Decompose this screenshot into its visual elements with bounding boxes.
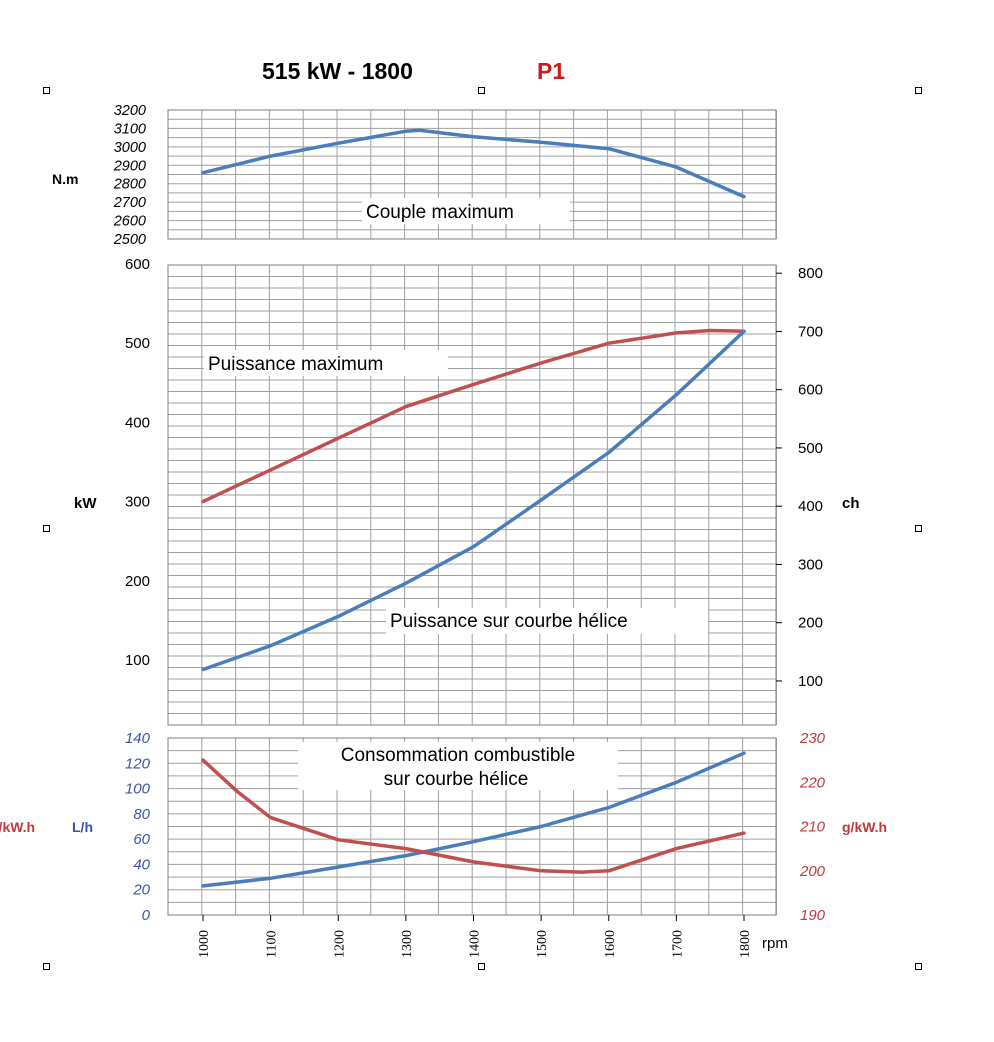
plot-frame [167, 737, 777, 916]
y-tick-label: 0 [142, 907, 151, 924]
y-right-tick-label: 100 [798, 673, 823, 690]
annotation-background [362, 198, 570, 224]
y-right-tick-label: 220 [799, 774, 826, 791]
y-tick-label: 300 [125, 494, 150, 511]
selection-handle[interactable] [43, 525, 50, 532]
y-tick-label: 400 [125, 414, 150, 431]
x-tick-label: 1100 [265, 931, 280, 958]
x-tick-label: 1200 [332, 930, 347, 958]
x-tick-label: 1500 [535, 930, 550, 958]
y-right-tick-label: 700 [798, 323, 823, 340]
annotation-text: sur courbe hélice [384, 769, 529, 790]
y-tick-label: 140 [125, 730, 151, 747]
specific-consumption-line [201, 758, 746, 874]
annotation-text: Puissance sur courbe hélice [390, 611, 628, 632]
y-tick-label: 60 [133, 831, 150, 848]
y-tick-label: 2700 [113, 195, 146, 211]
x-tick-label: 1400 [468, 930, 483, 958]
y-right-tick-label: 230 [799, 730, 826, 747]
annotation-text: Consommation combustible [341, 745, 575, 766]
selection-handle[interactable] [915, 963, 922, 970]
x-tick-label: 1800 [738, 930, 753, 958]
y-axis-label-clipped: g/kW.h [0, 819, 35, 835]
y-tick-label: 2500 [113, 232, 146, 248]
y-axis-label: kW [74, 495, 97, 512]
y-tick-label: 40 [133, 856, 150, 873]
y-tick-label: 500 [125, 335, 150, 352]
annotation-background [298, 742, 618, 790]
y-right-tick-label: 800 [798, 265, 823, 282]
y-right-tick-label: 500 [798, 440, 823, 457]
y-right-tick-label: 600 [798, 382, 823, 399]
y-right-tick-label: 210 [799, 819, 826, 836]
y-tick-label: 100 [125, 781, 151, 798]
annotation-background [386, 608, 708, 634]
selection-handle[interactable] [478, 963, 485, 970]
selection-handle[interactable] [43, 87, 50, 94]
chart-title: 515 kW - 1800 [262, 58, 413, 84]
y-tick-label: 2800 [113, 177, 146, 193]
y-tick-label: 120 [125, 755, 151, 772]
x-tick-label: 1700 [670, 930, 685, 958]
y-tick-label: 3000 [114, 140, 146, 156]
max-power-line [201, 328, 746, 504]
y-right-axis-label: g/kW.h [842, 819, 887, 835]
propeller-power-line [201, 329, 746, 672]
y-tick-label: 3200 [114, 103, 146, 119]
torque-line [201, 128, 746, 199]
annotation-text: Puissance maximum [208, 354, 383, 375]
x-tick-label: 1000 [197, 930, 212, 958]
y-axis-label: N.m [52, 171, 78, 187]
y-right-tick-label: 400 [798, 498, 823, 515]
selection-handle[interactable] [915, 87, 922, 94]
selection-handle[interactable] [478, 87, 485, 94]
y-axis-label: L/h [72, 819, 93, 835]
x-tick-label: 1600 [603, 930, 618, 958]
y-right-tick-label: 200 [799, 863, 826, 880]
plot-frame [167, 264, 777, 726]
y-tick-label: 3100 [114, 121, 146, 137]
y-tick-label: 100 [125, 652, 150, 669]
y-tick-label: 200 [125, 573, 150, 590]
y-right-tick-label: 300 [798, 556, 823, 573]
y-tick-label: 2600 [113, 214, 146, 230]
y-right-tick-label: 200 [798, 615, 823, 632]
y-right-tick-label: 190 [800, 907, 826, 924]
annotation-text: Couple maximum [366, 202, 514, 223]
y-tick-label: 80 [133, 806, 150, 823]
y-tick-label: 2900 [113, 158, 146, 174]
y-tick-label: 600 [125, 256, 150, 273]
chart-code: P1 [537, 58, 566, 84]
x-axis-label: rpm [762, 935, 788, 952]
y-right-axis-label: ch [842, 495, 860, 512]
annotation-background [204, 350, 448, 376]
plot-frame [167, 109, 777, 240]
selection-handle[interactable] [43, 963, 50, 970]
y-tick-label: 20 [132, 882, 150, 899]
x-tick-label: 1300 [400, 930, 415, 958]
fuel-flow-line [201, 751, 746, 888]
selection-handle[interactable] [915, 525, 922, 532]
